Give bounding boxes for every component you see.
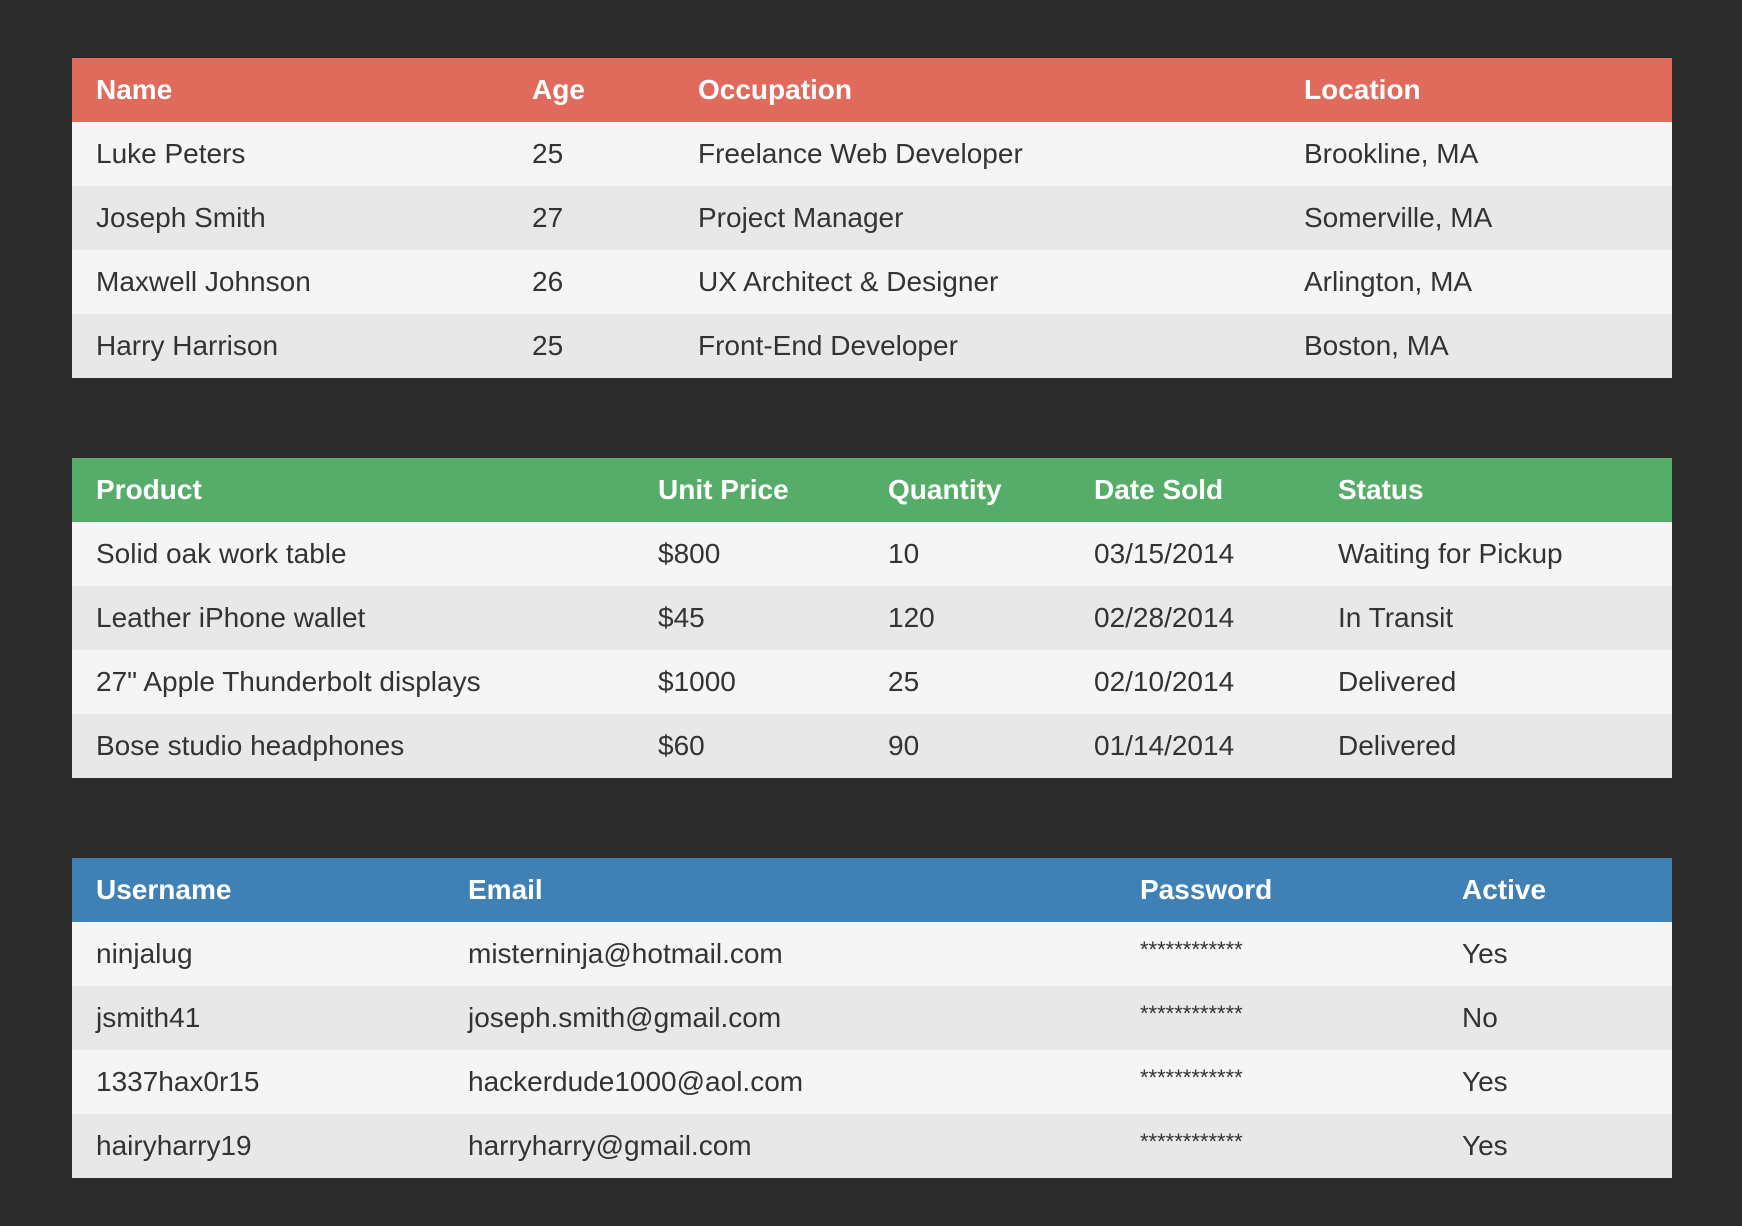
products-table-header: Product Unit Price Quantity Date Sold St…	[72, 458, 1672, 522]
users-table: Username Email Password Active ninjalug …	[72, 858, 1672, 1178]
cell-status: Waiting for Pickup	[1314, 522, 1672, 586]
cell-quantity: 90	[864, 714, 1070, 778]
column-header-password[interactable]: Password	[1116, 858, 1438, 922]
cell-occupation: Front-End Developer	[674, 314, 1280, 378]
cell-occupation: Project Manager	[674, 186, 1280, 250]
cell-date-sold: 02/10/2014	[1070, 650, 1314, 714]
cell-date-sold: 02/28/2014	[1070, 586, 1314, 650]
cell-email: joseph.smith@gmail.com	[444, 986, 1116, 1050]
column-header-date-sold[interactable]: Date Sold	[1070, 458, 1314, 522]
table-row: jsmith41 joseph.smith@gmail.com ********…	[72, 986, 1672, 1050]
cell-unit-price: $1000	[634, 650, 864, 714]
cell-occupation: UX Architect & Designer	[674, 250, 1280, 314]
cell-unit-price: $45	[634, 586, 864, 650]
cell-name: Luke Peters	[72, 122, 508, 186]
column-header-email[interactable]: Email	[444, 858, 1116, 922]
table-row: Luke Peters 25 Freelance Web Developer B…	[72, 122, 1672, 186]
header-row: Username Email Password Active	[72, 858, 1672, 922]
cell-email: misterninja@hotmail.com	[444, 922, 1116, 986]
table-row: Bose studio headphones $60 90 01/14/2014…	[72, 714, 1672, 778]
cell-password: ************	[1116, 922, 1438, 986]
table-row: ninjalug misterninja@hotmail.com *******…	[72, 922, 1672, 986]
cell-location: Boston, MA	[1280, 314, 1672, 378]
cell-product: Leather iPhone wallet	[72, 586, 634, 650]
cell-active: No	[1438, 986, 1672, 1050]
cell-email: hackerdude1000@aol.com	[444, 1050, 1116, 1114]
cell-status: Delivered	[1314, 714, 1672, 778]
column-header-location[interactable]: Location	[1280, 58, 1672, 122]
cell-active: Yes	[1438, 922, 1672, 986]
column-header-quantity[interactable]: Quantity	[864, 458, 1070, 522]
column-header-occupation[interactable]: Occupation	[674, 58, 1280, 122]
table-row: Joseph Smith 27 Project Manager Somervil…	[72, 186, 1672, 250]
cell-name: Joseph Smith	[72, 186, 508, 250]
cell-occupation: Freelance Web Developer	[674, 122, 1280, 186]
cell-active: Yes	[1438, 1050, 1672, 1114]
cell-email: harryharry@gmail.com	[444, 1114, 1116, 1178]
cell-status: In Transit	[1314, 586, 1672, 650]
cell-quantity: 10	[864, 522, 1070, 586]
table-row: 27" Apple Thunderbolt displays $1000 25 …	[72, 650, 1672, 714]
cell-active: Yes	[1438, 1114, 1672, 1178]
cell-quantity: 120	[864, 586, 1070, 650]
column-header-product[interactable]: Product	[72, 458, 634, 522]
table-row: hairyharry19 harryharry@gmail.com ******…	[72, 1114, 1672, 1178]
column-header-username[interactable]: Username	[72, 858, 444, 922]
cell-username: hairyharry19	[72, 1114, 444, 1178]
cell-location: Somerville, MA	[1280, 186, 1672, 250]
column-header-unit-price[interactable]: Unit Price	[634, 458, 864, 522]
cell-name: Harry Harrison	[72, 314, 508, 378]
cell-age: 25	[508, 122, 674, 186]
cell-quantity: 25	[864, 650, 1070, 714]
cell-password: ************	[1116, 1050, 1438, 1114]
cell-date-sold: 03/15/2014	[1070, 522, 1314, 586]
header-row: Product Unit Price Quantity Date Sold St…	[72, 458, 1672, 522]
column-header-status[interactable]: Status	[1314, 458, 1672, 522]
cell-username: jsmith41	[72, 986, 444, 1050]
cell-password: ************	[1116, 986, 1438, 1050]
cell-password: ************	[1116, 1114, 1438, 1178]
users-table-header: Username Email Password Active	[72, 858, 1672, 922]
table-row: Harry Harrison 25 Front-End Developer Bo…	[72, 314, 1672, 378]
people-table: Name Age Occupation Location Luke Peters…	[72, 58, 1672, 378]
header-row: Name Age Occupation Location	[72, 58, 1672, 122]
cell-unit-price: $800	[634, 522, 864, 586]
column-header-active[interactable]: Active	[1438, 858, 1672, 922]
cell-product: 27" Apple Thunderbolt displays	[72, 650, 634, 714]
people-table-header: Name Age Occupation Location	[72, 58, 1672, 122]
cell-age: 25	[508, 314, 674, 378]
cell-age: 26	[508, 250, 674, 314]
table-row: Maxwell Johnson 26 UX Architect & Design…	[72, 250, 1672, 314]
cell-date-sold: 01/14/2014	[1070, 714, 1314, 778]
cell-username: ninjalug	[72, 922, 444, 986]
cell-age: 27	[508, 186, 674, 250]
products-table: Product Unit Price Quantity Date Sold St…	[72, 458, 1672, 778]
table-row: Solid oak work table $800 10 03/15/2014 …	[72, 522, 1672, 586]
cell-name: Maxwell Johnson	[72, 250, 508, 314]
cell-location: Arlington, MA	[1280, 250, 1672, 314]
cell-product: Solid oak work table	[72, 522, 634, 586]
cell-status: Delivered	[1314, 650, 1672, 714]
cell-product: Bose studio headphones	[72, 714, 634, 778]
column-header-age[interactable]: Age	[508, 58, 674, 122]
column-header-name[interactable]: Name	[72, 58, 508, 122]
cell-username: 1337hax0r15	[72, 1050, 444, 1114]
cell-location: Brookline, MA	[1280, 122, 1672, 186]
table-row: 1337hax0r15 hackerdude1000@aol.com *****…	[72, 1050, 1672, 1114]
cell-unit-price: $60	[634, 714, 864, 778]
table-row: Leather iPhone wallet $45 120 02/28/2014…	[72, 586, 1672, 650]
